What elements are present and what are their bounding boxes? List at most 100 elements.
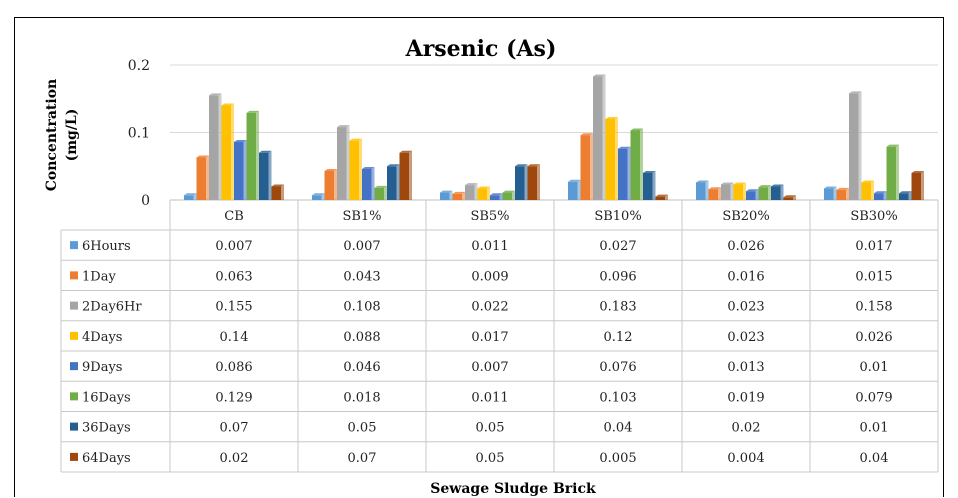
data-label: 0.129 [215,390,252,405]
bar-top [209,93,222,96]
bar [452,193,462,200]
bar-top [783,195,796,198]
bar [874,193,884,200]
bar [746,191,756,200]
bar [733,184,743,200]
data-label: 0.063 [215,269,252,284]
bar-top [593,74,606,77]
bar [196,157,206,200]
bar [886,146,896,200]
bar-side [755,189,759,200]
data-label: 0.007 [215,239,252,254]
data-label: 0.14 [220,330,249,345]
y-tick-label: 0.1 [128,126,150,142]
bar-top [696,180,709,183]
bar-side [499,193,503,200]
legend-key [70,422,78,431]
data-label: 0.01 [860,360,889,375]
data-label: 0.088 [343,330,380,345]
bar [643,173,653,200]
bar [259,152,269,200]
bar [708,189,718,200]
bar [349,140,359,200]
bar-side [256,110,259,200]
bar-side [524,164,528,200]
bar [387,166,397,200]
bar-side [793,195,796,200]
bar [209,95,219,200]
bar-top [477,186,490,189]
bar-side [462,191,465,200]
data-label: 0.011 [471,390,508,405]
bar-side [512,190,515,200]
bar-side [281,184,284,200]
data-label: 0.12 [604,330,633,345]
bar [324,170,334,200]
bar [771,186,781,200]
x-tick-label: SB30% [850,209,897,224]
bar [184,195,194,200]
data-label: 0.019 [727,390,764,405]
bar-side [896,144,899,200]
data-table: CB SB1% SB5% SB10% SB20% SB30% 6Hours 0.007 0.00… [60,200,939,473]
bar-top [708,187,721,190]
bar [362,168,372,200]
bar-side [334,168,337,200]
bar-top [630,128,643,131]
bar [527,166,537,200]
bar [399,152,409,200]
bar-top [452,191,465,194]
data-label: 0.05 [476,451,505,466]
legend-entry: 36Days [82,421,131,436]
bar-top [721,182,734,185]
data-label: 0.007 [343,239,380,254]
data-label: 0.02 [220,451,249,466]
y-axis-label-line-2: (mg/L) [64,109,80,162]
data-label: 0.155 [215,300,252,315]
x-tick-label: SB20% [722,209,769,224]
bar-side [718,187,721,200]
data-label: 0.07 [220,421,249,436]
data-label: 0.04 [604,421,633,436]
bar-top [836,187,849,190]
bar [618,148,628,200]
bar-side [640,128,643,200]
bar [849,93,859,200]
bar [911,173,921,200]
legend-entry: 64Days [82,451,131,466]
legend-key [70,241,78,250]
bar-top [349,138,362,141]
bar-side [537,164,540,200]
legend-key [70,362,78,371]
bar-side [193,193,197,200]
bar-side [409,150,412,200]
legend-key [70,392,78,401]
bar-side [883,191,887,200]
bar-side [743,182,746,200]
bar-top [271,184,284,187]
data-label: 0.04 [860,451,889,466]
data-label: 0.103 [599,390,636,405]
bar-top [824,186,837,189]
bar [221,105,231,200]
data-label: 0.158 [855,300,892,315]
bars [184,74,924,200]
bar-side [846,187,849,200]
bar-top [861,180,874,183]
x-tick-label: SB10% [594,209,641,224]
bar-side [359,138,362,200]
bar-top [374,185,387,188]
bar-top [643,171,656,173]
bar-side [206,155,209,200]
data-label: 0.05 [348,421,377,436]
legend-entry: 16Days [82,390,131,405]
bar-side [268,150,272,200]
legend-entry: 6Hours [82,239,131,254]
bar-top [196,155,209,158]
bar [246,112,256,200]
bar [721,184,731,200]
bar-top [387,164,400,167]
legend-key [70,331,78,340]
bar-top [733,182,746,185]
bar-top [490,193,503,196]
